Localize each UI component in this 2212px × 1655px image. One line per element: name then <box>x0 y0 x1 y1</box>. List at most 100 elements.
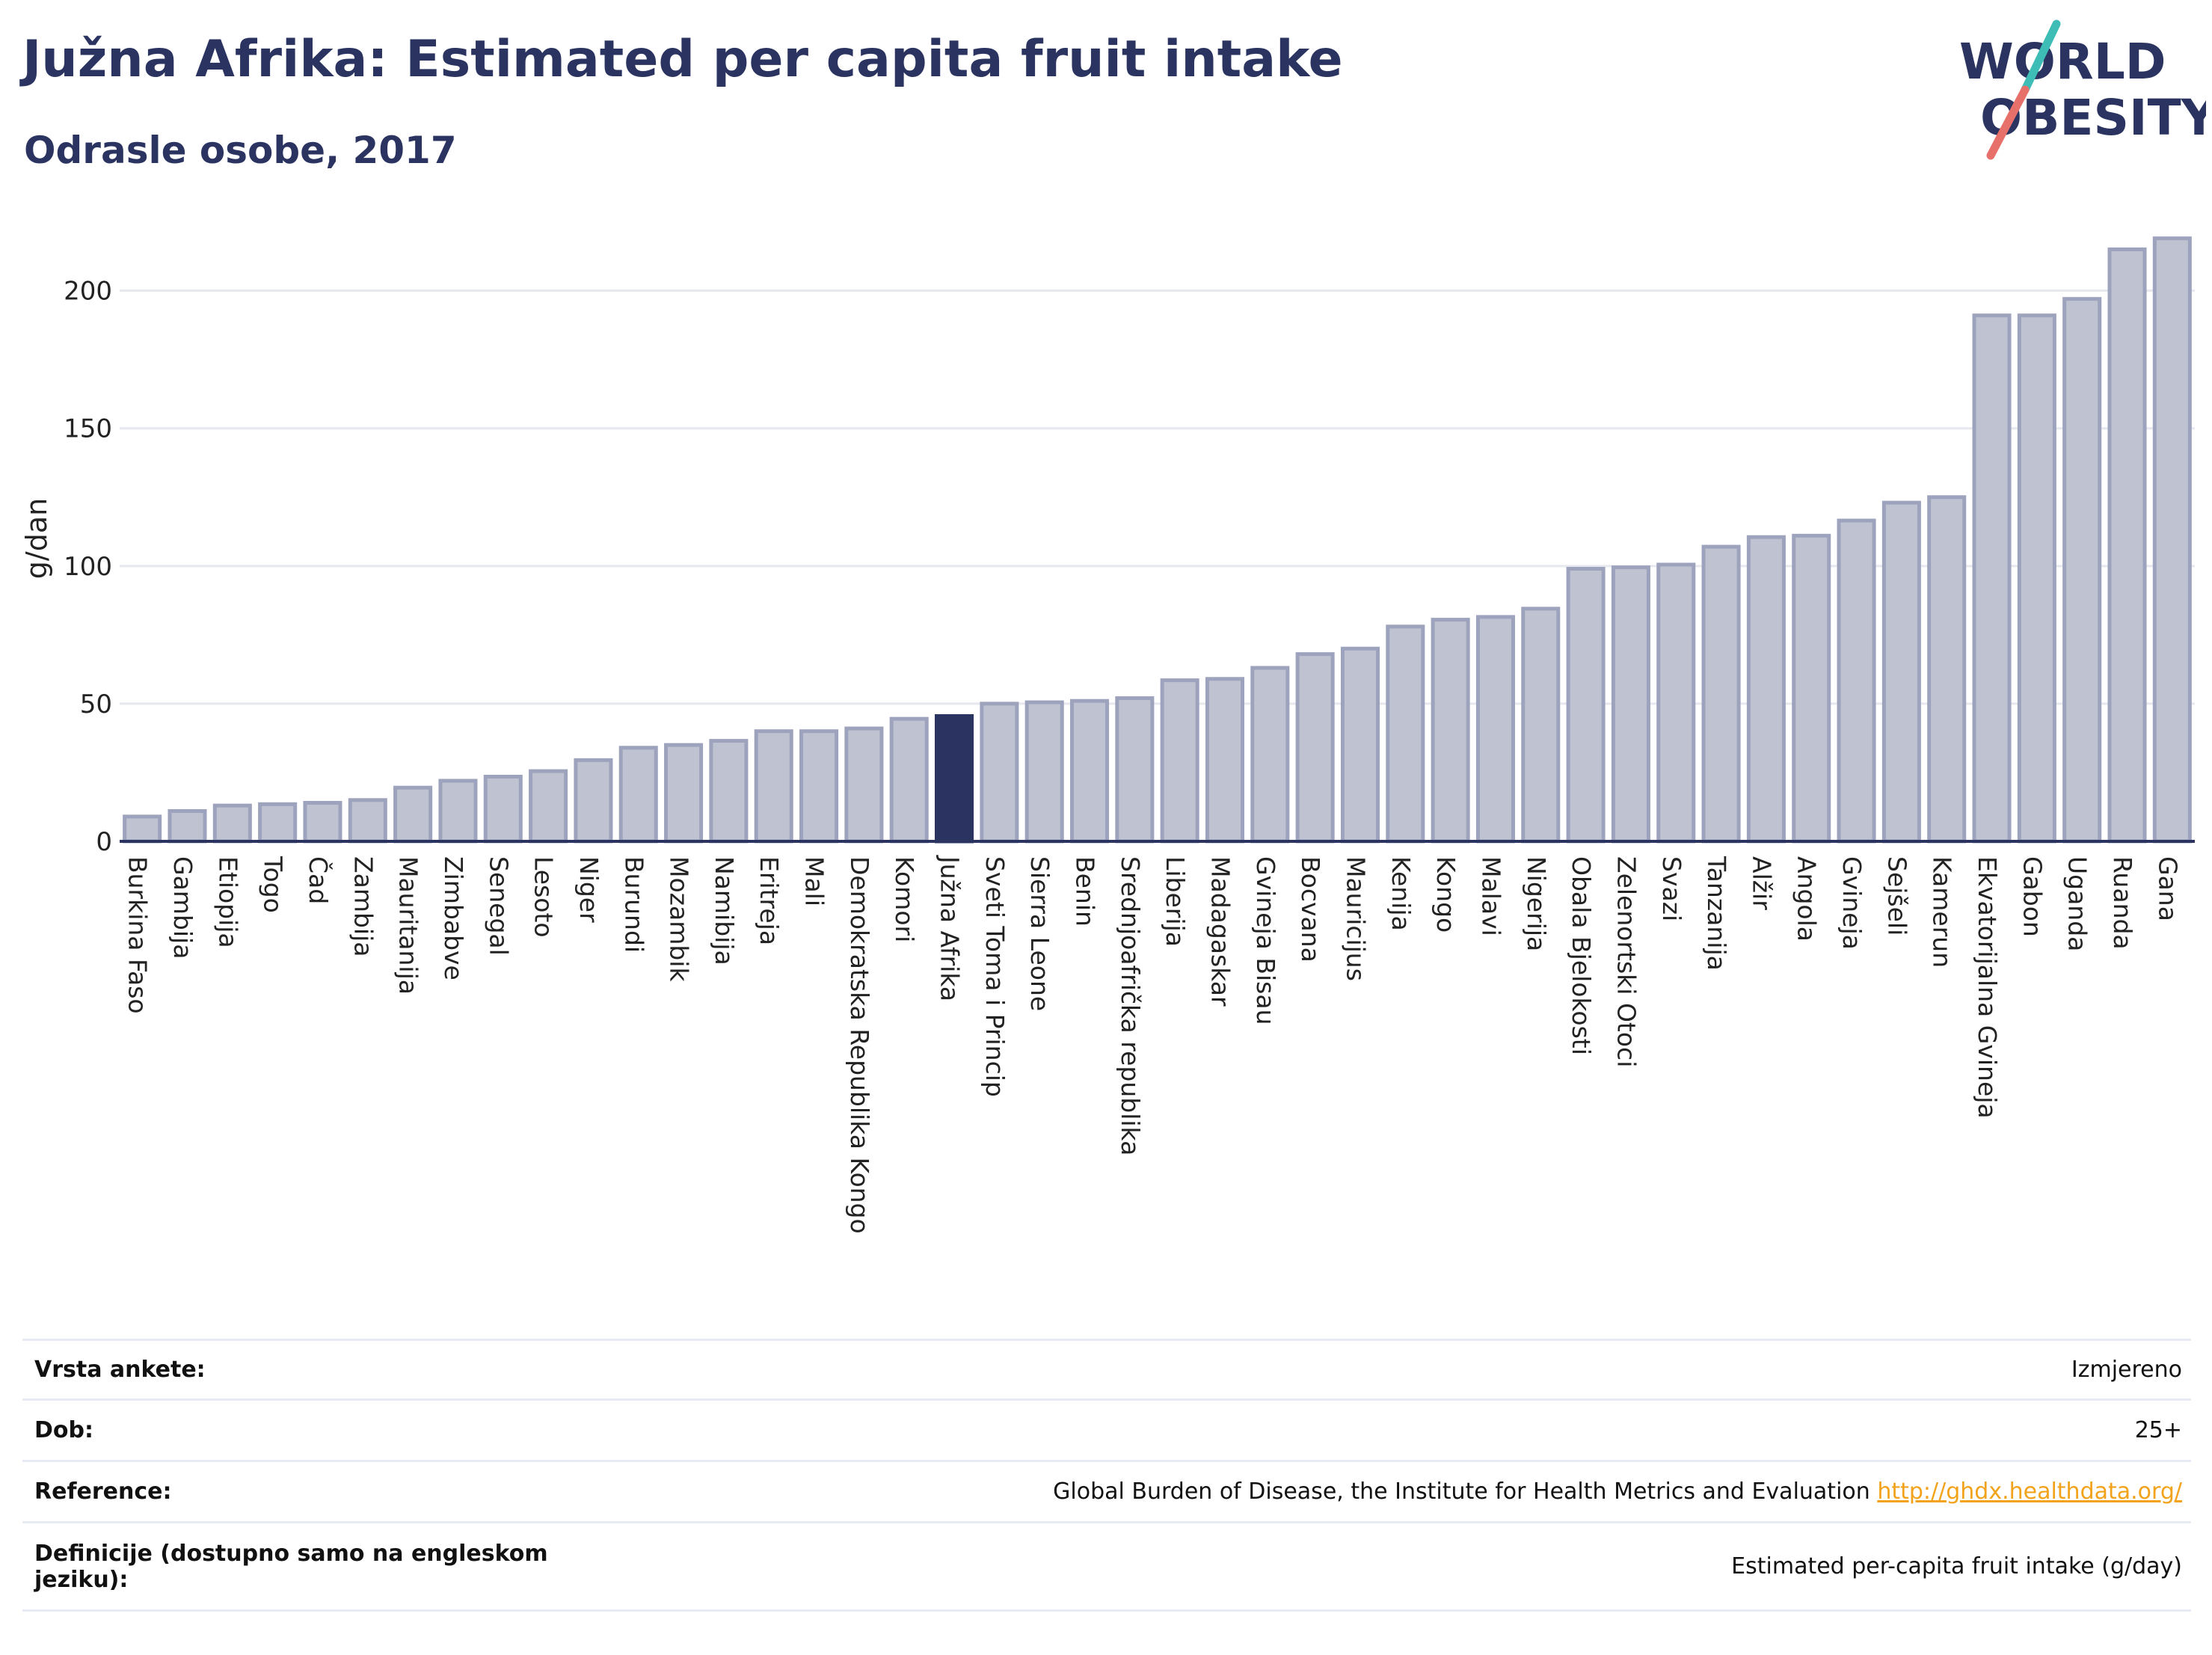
bar[interactable] <box>889 716 929 844</box>
reference-text: Global Burden of Disease, the Institute … <box>1053 1479 1878 1505</box>
x-tick-label: Bocvana <box>1296 856 1325 962</box>
meta-value: 25+ <box>603 1398 2191 1461</box>
y-tick-label: 200 <box>64 277 112 307</box>
x-tick-label: Burkina Faso <box>123 856 153 1014</box>
bar[interactable] <box>1611 565 1650 844</box>
bar[interactable] <box>2017 313 2056 844</box>
bar[interactable] <box>799 729 839 844</box>
y-tick-label: 100 <box>64 552 112 582</box>
meta-row-reference: Reference: Global Burden of Disease, the… <box>22 1460 2191 1523</box>
bar[interactable] <box>574 758 613 844</box>
x-tick-label: Sierra Leone <box>1025 856 1054 1011</box>
chart-title: Južna Afrika: Estimated per capita fruit… <box>22 30 1343 89</box>
bar[interactable] <box>709 739 749 844</box>
bar[interactable] <box>1431 618 1470 844</box>
y-tick-label: 150 <box>64 414 112 444</box>
bar[interactable] <box>1115 696 1155 844</box>
meta-key: Definicije (dostupno samo na engleskom j… <box>22 1521 603 1612</box>
bar[interactable] <box>1250 666 1290 844</box>
bar[interactable] <box>1205 677 1245 844</box>
bar[interactable] <box>303 800 342 844</box>
x-tick-label: Obala Bjelokosti <box>1567 856 1596 1055</box>
bar[interactable] <box>1475 615 1515 844</box>
bar[interactable] <box>1160 678 1199 844</box>
bar[interactable] <box>348 798 387 844</box>
x-tick-label: Svazi <box>1657 856 1686 921</box>
x-axis-labels: Burkina Faso Gambija Etiopija Togo Čad Zambij… <box>123 855 2183 1234</box>
y-tick-label: 50 <box>80 690 112 719</box>
reference-link[interactable]: http://ghdx.healthdata.org/ <box>1877 1479 2182 1505</box>
bar[interactable] <box>1972 313 2012 844</box>
x-tick-label: Sejšeli <box>1882 856 1911 936</box>
bar[interactable] <box>2062 297 2102 844</box>
x-tick-label: Eritreja <box>755 856 784 945</box>
bar[interactable] <box>754 729 793 844</box>
bar[interactable] <box>2107 247 2147 844</box>
x-tick-label: Srednjoafrička republika <box>1116 856 1145 1155</box>
x-tick-label: Alžir <box>1747 856 1776 910</box>
bar[interactable] <box>1746 535 1786 844</box>
bar[interactable] <box>935 713 974 844</box>
x-tick-label: Gana <box>2153 856 2182 921</box>
bar[interactable] <box>212 803 252 844</box>
x-tick-label: Mauricijus <box>1341 856 1370 981</box>
bar[interactable] <box>123 814 162 844</box>
bar[interactable] <box>1701 544 1741 844</box>
x-tick-label: Malavi <box>1476 856 1505 936</box>
y-axis-ticks: 0 50 100 150 200 <box>64 277 112 857</box>
x-tick-label: Kongo <box>1431 856 1460 933</box>
x-tick-label: Gvineja Bisau <box>1251 856 1280 1025</box>
meta-key: Dob: <box>22 1398 603 1461</box>
bar[interactable] <box>529 769 568 844</box>
bar[interactable] <box>1521 607 1561 844</box>
x-tick-label: Angola <box>1792 856 1822 942</box>
bar-chart: 0 50 100 150 200 g/dan Burkina Faso Gambija Et… <box>20 236 2195 1234</box>
bar[interactable] <box>393 785 433 844</box>
bar[interactable] <box>1295 652 1335 844</box>
bar[interactable] <box>1386 624 1425 844</box>
meta-key: Reference: <box>22 1460 603 1523</box>
x-tick-label: Mauritanija <box>394 856 423 995</box>
bar[interactable] <box>618 746 658 844</box>
logo-line1: WORLD <box>1959 33 2166 90</box>
logo-slash-top <box>2021 19 2061 94</box>
bar[interactable] <box>844 726 884 844</box>
bar[interactable] <box>258 802 298 844</box>
bar[interactable] <box>664 743 704 844</box>
x-tick-label: Čad <box>304 856 334 904</box>
bar[interactable] <box>1881 500 1921 844</box>
bar[interactable] <box>980 701 1019 844</box>
x-tick-label: Benin <box>1071 856 1100 927</box>
bar[interactable] <box>1566 567 1606 844</box>
x-tick-label: Namibija <box>710 856 739 965</box>
x-tick-label: Togo <box>259 856 288 913</box>
meta-row-survey-type: Vrsta ankete: Izmjereno <box>22 1339 2191 1400</box>
bar[interactable] <box>1837 518 1876 844</box>
x-tick-label: Burundi <box>619 856 648 953</box>
x-tick-label: Etiopija <box>213 856 242 948</box>
bar[interactable] <box>2152 236 2192 844</box>
x-tick-label: Zelenortski Otoci <box>1612 856 1641 1067</box>
chart-subtitle: Odrasle osobe, 2017 <box>24 129 457 172</box>
x-tick-label: Južna Afrika <box>936 855 965 1001</box>
bar[interactable] <box>1024 700 1064 844</box>
meta-value: Estimated per-capita fruit intake (g/day… <box>603 1521 2191 1612</box>
bar[interactable] <box>483 774 523 844</box>
x-tick-label: Mozambik <box>665 856 694 982</box>
bar[interactable] <box>1927 495 1967 844</box>
bars <box>123 236 2192 844</box>
bar[interactable] <box>1656 562 1696 844</box>
bar[interactable] <box>1340 646 1380 844</box>
bar[interactable] <box>1792 533 1831 844</box>
x-tick-label: Kenija <box>1386 856 1416 931</box>
bar[interactable] <box>438 779 478 844</box>
logo-slash-bottom <box>1986 85 2030 160</box>
x-tick-label: Ekvatorijalna Gvineja <box>1973 856 2002 1119</box>
x-tick-label: Madagaskar <box>1205 856 1235 1007</box>
bar[interactable] <box>1069 698 1110 844</box>
x-tick-label: Nigerija <box>1522 856 1551 951</box>
x-tick-label: Lesoto <box>529 856 559 938</box>
meta-value: Global Burden of Disease, the Institute … <box>603 1460 2191 1523</box>
bar[interactable] <box>168 809 207 844</box>
x-tick-label: Mali <box>800 856 829 906</box>
